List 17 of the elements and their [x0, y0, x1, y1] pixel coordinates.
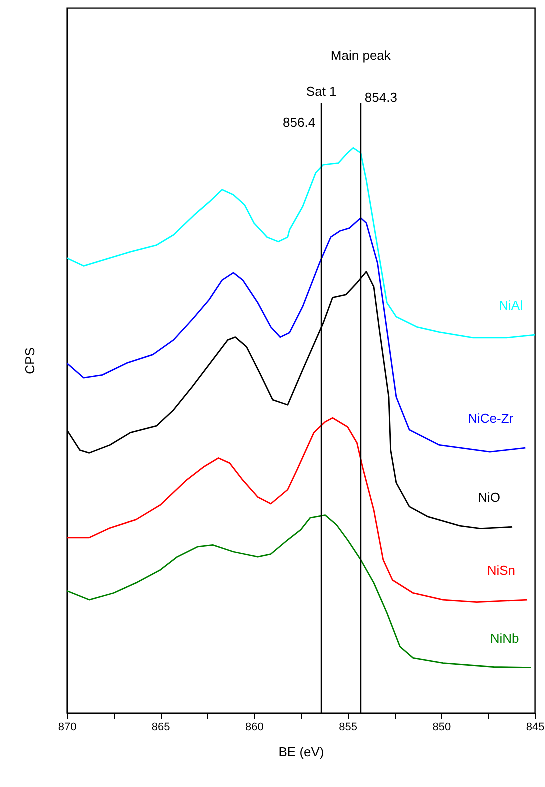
x-tick-label: 850: [432, 722, 452, 734]
x-tick-label: 855: [339, 722, 358, 734]
series-label: NiNb: [490, 630, 520, 646]
series-label: NiAl: [499, 298, 524, 314]
series-label: NiO: [478, 490, 501, 506]
series-label: NiSn: [487, 563, 516, 578]
text: Main peak: [330, 48, 392, 64]
x-tick-label: 860: [246, 722, 264, 734]
x-tick-label: 845: [526, 722, 545, 734]
x-axis-title: BE (eV): [278, 744, 324, 760]
text: Sat 1: [306, 84, 337, 100]
x-tick-label: 865: [152, 722, 170, 734]
ref-line-label: 856.4: [283, 115, 316, 130]
ref-line-label: 854.3: [364, 90, 398, 106]
x-tick-label: 870: [58, 722, 77, 734]
y-axis-title: CPS: [22, 347, 38, 374]
series-label: NiCe-Zr: [468, 411, 514, 426]
